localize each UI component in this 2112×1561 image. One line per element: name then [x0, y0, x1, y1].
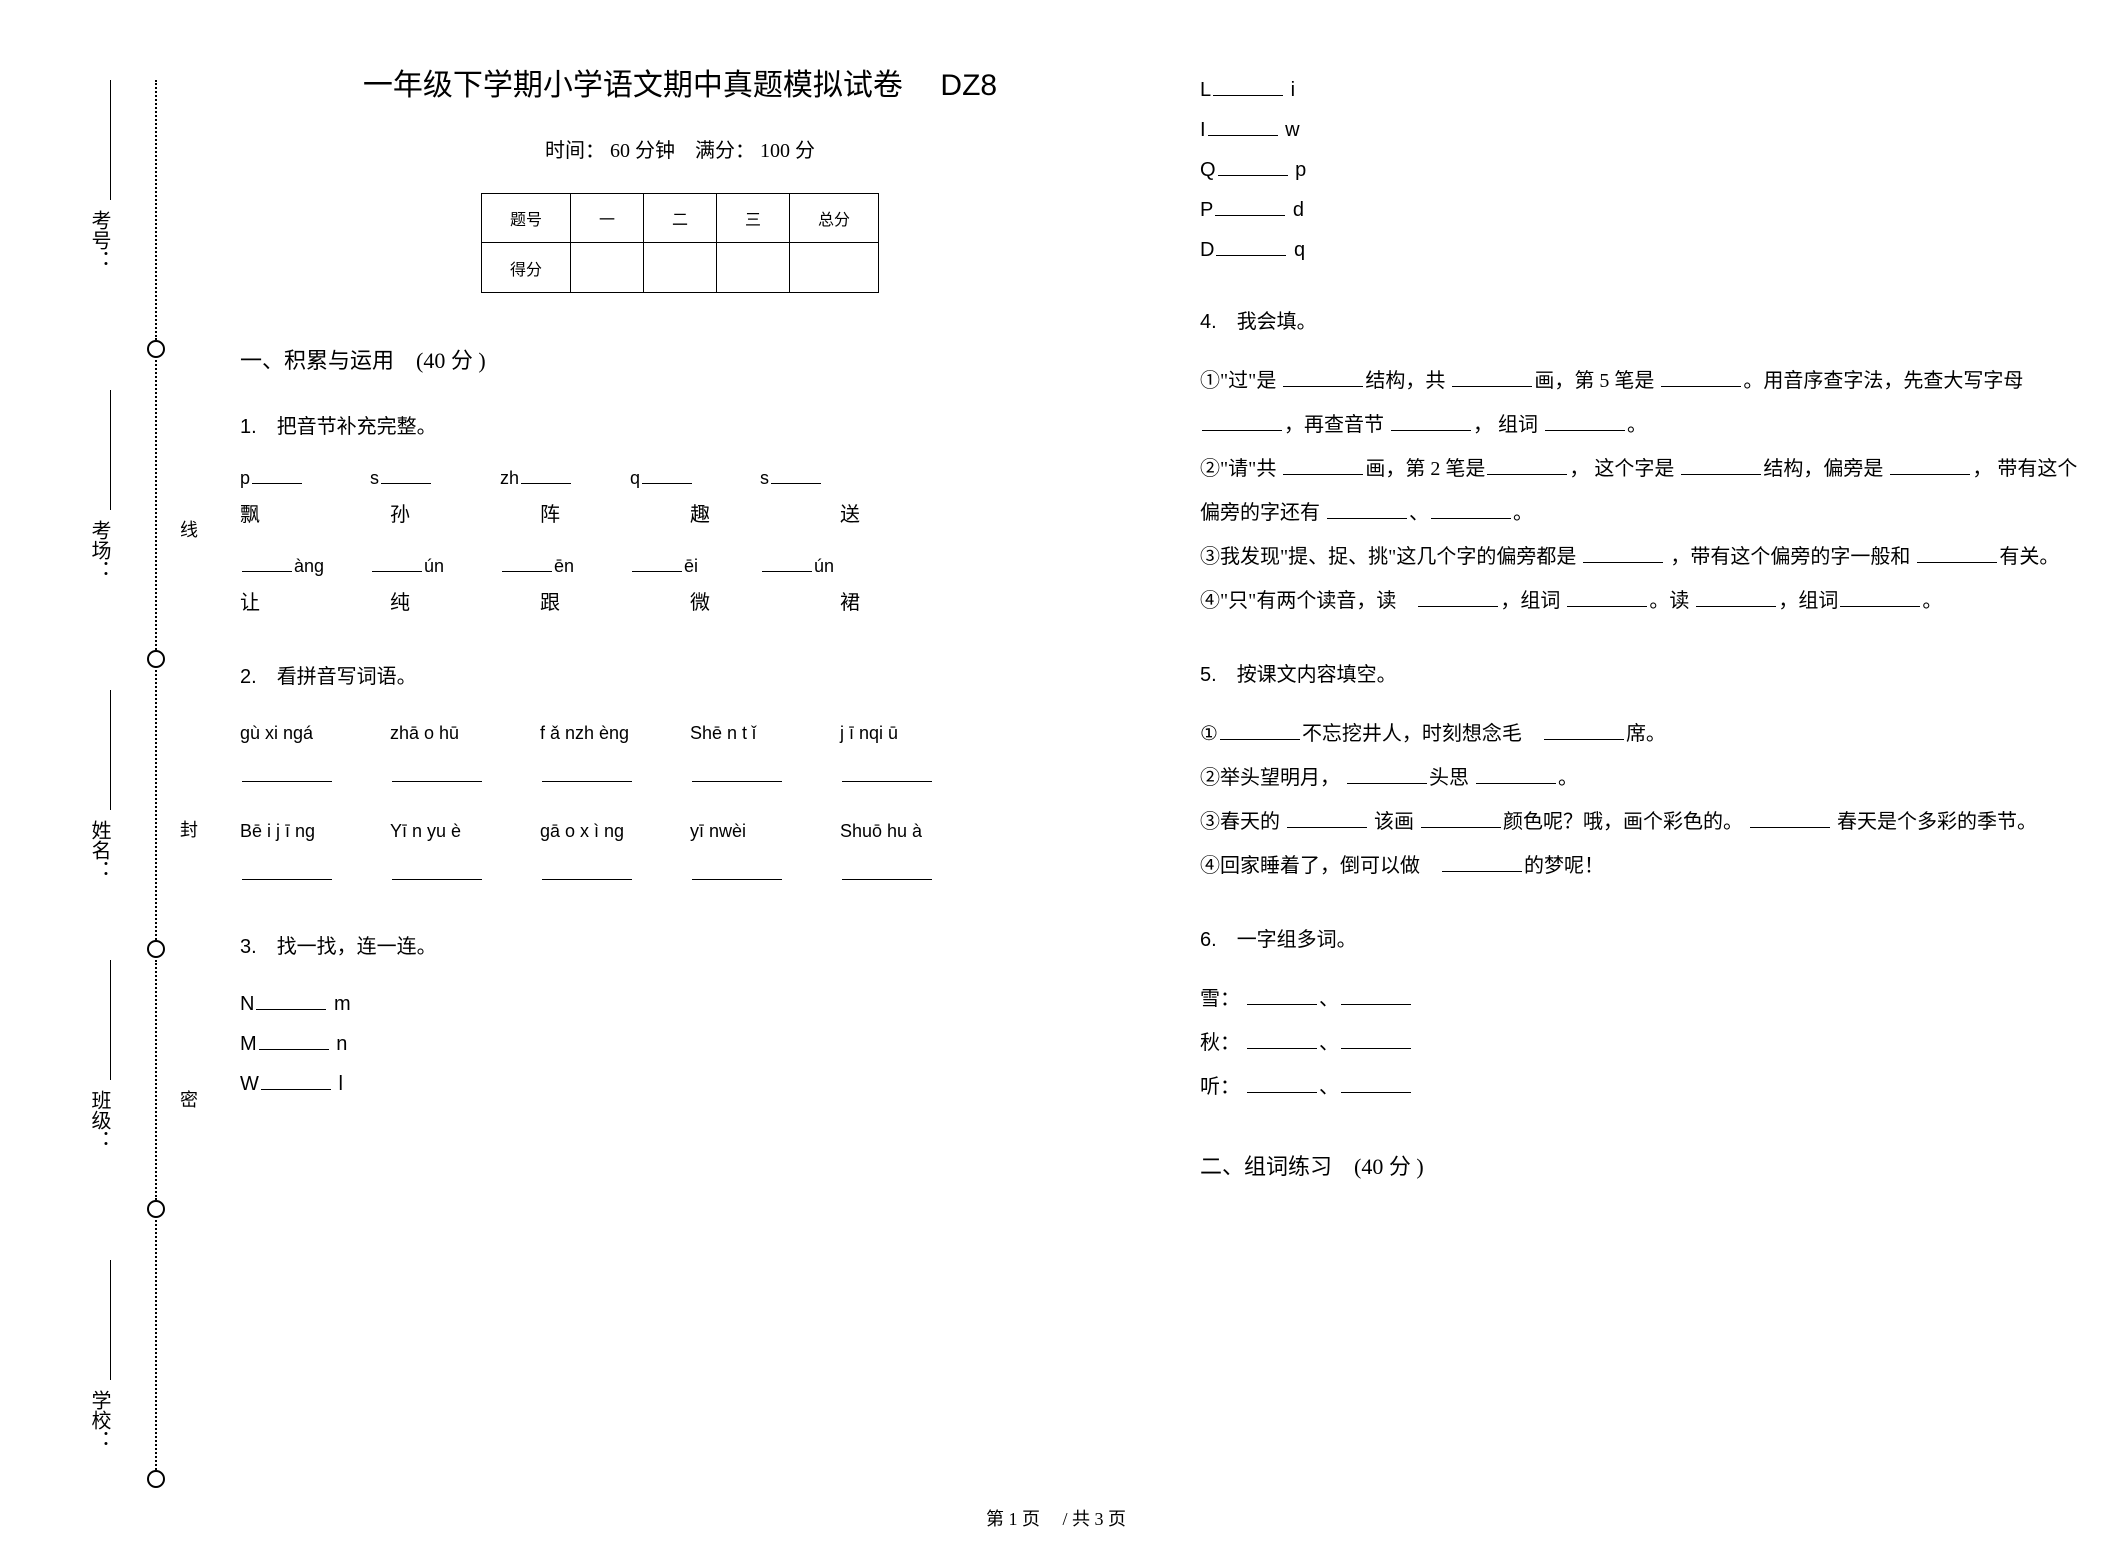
- circle-mark: [147, 1470, 165, 1488]
- char: 阵: [540, 493, 640, 537]
- binding-margin: 考号： 考场： 姓名： 班级： 学校： 线封密: [0, 0, 220, 1561]
- exam-code: DZ8: [940, 69, 997, 102]
- q6-title: 一字组多词。: [1237, 929, 1357, 951]
- q5-line: ①不忘挖井人，时刻想念毛 席。: [1200, 712, 2080, 756]
- q2-title: 看拼音写词语。: [277, 666, 417, 688]
- match-item: M n: [240, 1024, 1120, 1064]
- q2-num: 2.: [240, 666, 257, 688]
- q5-title: 按课文内容填空。: [1237, 664, 1397, 686]
- score-header-cell: 三: [717, 194, 790, 243]
- q5-num: 5.: [1200, 664, 1217, 686]
- pinyin: yī nwèi: [690, 812, 790, 852]
- match-item: P d: [1200, 190, 2080, 230]
- title-text: 一年级下学期小学语文期中真题模拟试卷: [363, 69, 903, 102]
- score-blank-cell: [717, 243, 790, 293]
- char: 孙: [390, 493, 490, 537]
- score-header-cell: 二: [643, 194, 716, 243]
- question-1: 1. 把音节补充完整。 pszhqs 飘孙阵趣送 àngúnēnēiún 让纯跟…: [240, 405, 1120, 625]
- char: 跟: [540, 581, 640, 625]
- binding-label: 学校：: [85, 1390, 114, 1450]
- pinyin: gù xi ngá: [240, 714, 340, 754]
- circle-mark: [147, 650, 165, 668]
- q5-line: ④回家睡着了，倒可以做 的梦呢！: [1200, 844, 2080, 888]
- score-label-cell: 得分: [481, 243, 570, 293]
- match-item: N m: [240, 984, 1120, 1024]
- binding-label: 考场：: [85, 520, 114, 580]
- q5-line: ③春天的 该画 颜色呢？哦，画个彩色的。 春天是个多彩的季节。: [1200, 800, 2080, 844]
- score-blank-cell: [570, 243, 643, 293]
- circle-mark: [147, 1200, 165, 1218]
- q5-line: ②举头望明月， 头思 。: [1200, 756, 2080, 800]
- q4-line: ④"只"有两个读音，读 ，组词 。读 ，组词。: [1200, 579, 2080, 623]
- pinyin: gā o x ì ng: [540, 812, 640, 852]
- pinyin: zhā o hū: [390, 714, 490, 754]
- q3-title: 找一找，连一连。: [277, 936, 437, 958]
- char: 飘: [240, 493, 340, 537]
- score-blank-cell: [643, 243, 716, 293]
- question-6: 6. 一字组多词。 雪： 、秋： 、听： 、: [1200, 918, 2080, 1109]
- char: 纯: [390, 581, 490, 625]
- q4-line: ②"请"共 画，第 2 笔是， 这个字是 结构，偏旁是 ， 带有这个偏旁的字还有…: [1200, 447, 2080, 535]
- q1-title: 把音节补充完整。: [277, 416, 437, 438]
- circle-mark: [147, 340, 165, 358]
- right-column: L iI wQ pP dD q 4. 我会填。 ①"过"是 结构，共 画，第 5…: [1200, 0, 2080, 1561]
- q1-num: 1.: [240, 416, 257, 438]
- char: 趣: [690, 493, 790, 537]
- section-1-title: 一、积累与运用 (40 分 ): [240, 343, 1120, 375]
- pinyin: f ǎ nzh èng: [540, 714, 640, 754]
- pinyin: Yī n yu è: [390, 812, 490, 852]
- q6-item: 秋： 、: [1200, 1021, 2080, 1065]
- match-item: Q p: [1200, 150, 2080, 190]
- q4-line: ①"过"是 结构，共 画，第 5 笔是 。用音序查字法，先查大写字母 ，再查音节…: [1200, 359, 2080, 447]
- score-header-cell: 一: [570, 194, 643, 243]
- question-4: 4. 我会填。 ①"过"是 结构，共 画，第 5 笔是 。用音序查字法，先查大写…: [1200, 300, 2080, 623]
- char: 微: [690, 581, 790, 625]
- score-blank-cell: [790, 243, 879, 293]
- section-2-title: 二、组词练习 (40 分 ): [1200, 1149, 2080, 1181]
- seal-text: 封: [175, 820, 201, 838]
- pinyin: j ī nqi ū: [840, 714, 940, 754]
- q3-num: 3.: [240, 936, 257, 958]
- match-item: D q: [1200, 230, 2080, 270]
- seal-text: 线: [175, 520, 201, 538]
- q4-title: 我会填。: [1237, 311, 1317, 333]
- q6-item: 听： 、: [1200, 1065, 2080, 1109]
- binding-label: 班级：: [85, 1090, 114, 1150]
- match-item: W l: [240, 1064, 1120, 1104]
- question-5: 5. 按课文内容填空。 ①不忘挖井人，时刻想念毛 席。②举头望明月， 头思 。③…: [1200, 653, 2080, 888]
- exam-subtitle: 时间： 60 分钟 满分： 100 分: [240, 134, 1120, 163]
- char: 裙: [840, 581, 940, 625]
- left-column: 一年级下学期小学语文期中真题模拟试卷 DZ8 时间： 60 分钟 满分： 100…: [240, 0, 1120, 1561]
- char: 送: [840, 493, 940, 537]
- page-footer: 第 1 页 / 共 3 页: [986, 1505, 1126, 1531]
- char: 让: [240, 581, 340, 625]
- pinyin: Shē n t ǐ: [690, 714, 790, 754]
- question-2: 2. 看拼音写词语。 gù xi ngá zhā o hū f ǎ nzh èng S…: [240, 655, 1120, 895]
- match-item: I w: [1200, 110, 2080, 150]
- binding-label: 姓名：: [85, 820, 114, 880]
- binding-label: 考号：: [85, 210, 114, 270]
- match-item: L i: [1200, 70, 2080, 110]
- pinyin: Bē i j ī ng: [240, 812, 340, 852]
- q4-num: 4.: [1200, 311, 1217, 333]
- exam-title: 一年级下学期小学语文期中真题模拟试卷 DZ8: [240, 60, 1120, 104]
- q6-item: 雪： 、: [1200, 977, 2080, 1021]
- pinyin: Shuō hu à: [840, 812, 940, 852]
- circle-mark: [147, 940, 165, 958]
- question-3: 3. 找一找，连一连。 N mM nW l: [240, 925, 1120, 1104]
- q4-line: ③我发现"提、捉、挑"这几个字的偏旁都是 ，带有这个偏旁的字一般和 有关。: [1200, 535, 2080, 579]
- score-table: 题号一二三总分 得分: [481, 193, 879, 293]
- score-header-cell: 总分: [790, 194, 879, 243]
- score-header-cell: 题号: [481, 194, 570, 243]
- q6-num: 6.: [1200, 929, 1217, 951]
- seal-text: 密: [175, 1090, 201, 1108]
- main-content: 一年级下学期小学语文期中真题模拟试卷 DZ8 时间： 60 分钟 满分： 100…: [240, 0, 2090, 1561]
